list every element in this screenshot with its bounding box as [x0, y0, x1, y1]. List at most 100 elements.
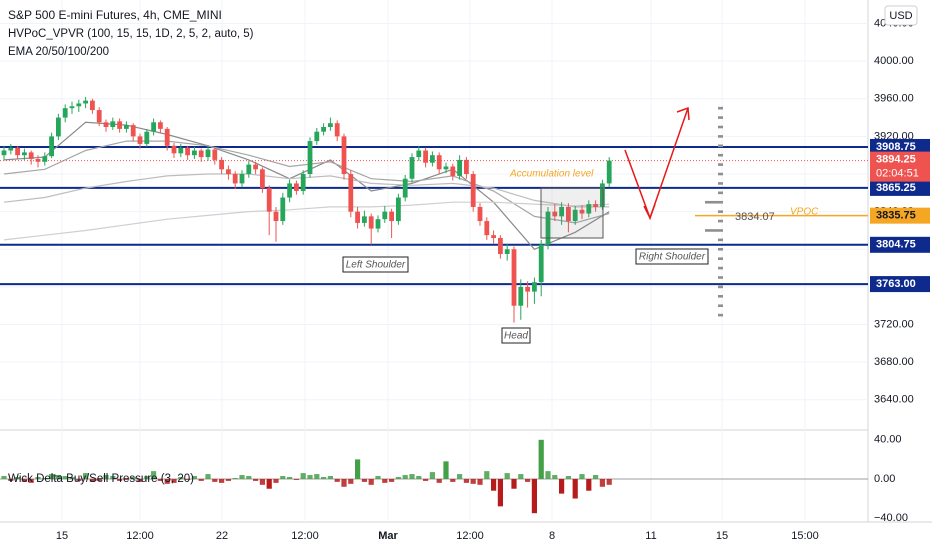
profile-bar: [718, 182, 723, 185]
candle-body: [198, 150, 204, 158]
x-tick-label: 12:00: [291, 530, 319, 542]
candle-body: [158, 122, 163, 129]
candle-body: [124, 125, 129, 129]
candle-body: [545, 211, 551, 245]
oscillator-bar: [253, 478, 259, 481]
candle-body: [484, 221, 490, 236]
y2-tick-label: 40.00: [874, 434, 902, 446]
candle-body: [498, 237, 503, 254]
level-label-box: [870, 276, 930, 293]
y-tick-label: 3640.00: [874, 394, 914, 406]
candle-body: [341, 136, 347, 175]
x-tick-label: 15: [716, 530, 728, 542]
oscillator-bar: [307, 475, 313, 479]
annotation-box: [635, 248, 709, 265]
vpoc-label: VPOC: [790, 206, 819, 217]
candle-body: [491, 235, 496, 238]
candle-body: [538, 244, 544, 283]
oscillator-bar: [525, 478, 531, 482]
oscillator-bar: [327, 476, 333, 479]
oscillator-bar: [314, 474, 320, 479]
profile-bar: [718, 172, 723, 176]
candle-body: [511, 249, 517, 306]
oscillator-bar: [151, 471, 157, 479]
x-tick-label: 15:00: [791, 530, 819, 542]
oscillator-bar: [355, 459, 361, 479]
candle-body: [239, 174, 245, 184]
candle-body: [559, 206, 564, 217]
currency[interactable]: USD: [889, 10, 912, 22]
oscillator-bar: [484, 471, 490, 479]
oscillator-bar: [586, 478, 592, 491]
candle-body: [457, 159, 462, 176]
candle-body: [314, 131, 320, 142]
oscillator-bar: [239, 475, 245, 479]
candle-body: [382, 211, 388, 220]
candle-body: [525, 286, 530, 292]
oscillator-bar: [96, 478, 102, 481]
level-label-box: [870, 179, 930, 196]
candle-body: [49, 136, 54, 157]
candle-body: [178, 147, 184, 154]
candle-body: [321, 126, 326, 132]
candle-body: [287, 183, 292, 198]
oscillator-bar: [191, 476, 197, 479]
oscillator-bar: [8, 478, 14, 481]
oscillator-bar: [293, 478, 299, 480]
profile-bar: [718, 135, 723, 138]
oscillator-bar: [470, 478, 476, 484]
grid: 3640.003680.003720.003760.003800.003840.…: [0, 0, 914, 542]
candle-body: [137, 136, 143, 144]
oscillator-bar: [103, 475, 109, 479]
candle-body: [464, 159, 469, 175]
candle-body: [1, 150, 7, 156]
oscillator-bar: [572, 478, 578, 499]
candle-body: [355, 211, 360, 223]
oscillator-bar: [443, 461, 449, 479]
candle-body: [566, 206, 571, 222]
oscillator-bar: [368, 478, 374, 485]
oscillator-bar: [123, 478, 129, 480]
oscillator-bar: [504, 473, 510, 479]
oscillator-bar: [511, 478, 517, 489]
candle-body: [260, 169, 265, 189]
profile-bar: [718, 144, 723, 148]
oscillator-bar: [69, 477, 75, 479]
candle-body: [205, 149, 211, 158]
oscillator-bar: [321, 477, 327, 479]
oscillator-bar: [28, 478, 34, 483]
candle-body: [103, 122, 109, 127]
oscillator-bar: [409, 474, 415, 479]
profile-bar: [718, 106, 723, 110]
candle-body: [300, 174, 306, 191]
indicator-label: HVPoC_VPVR (100, 15, 15, 1D, 2, 5, 2, au…: [8, 28, 254, 40]
x-tick-label: 12:00: [126, 530, 154, 542]
candle-body: [362, 216, 367, 223]
oscillator-bar: [450, 478, 456, 482]
oscillator-bar: [232, 477, 238, 479]
oscillator-bar: [565, 476, 571, 479]
candle-body: [450, 166, 456, 176]
annotation: Right Shoulder: [639, 252, 706, 263]
candle-body: [396, 197, 401, 222]
oscillator-bar: [15, 477, 21, 479]
oscillator-bar: [1, 476, 7, 479]
candle-body: [593, 204, 598, 207]
annotation-box: [501, 327, 531, 344]
profile-bar: [718, 295, 723, 298]
oscillator-bar: [266, 478, 272, 489]
candle-body: [477, 206, 483, 222]
chart-title: S&P 500 E-mini Futures, 4h, CME_MINI: [8, 8, 222, 22]
candle-body: [402, 178, 408, 198]
currency-button[interactable]: [884, 5, 918, 26]
price-labels: 3908.75 3865.25 3804.75 3763.00 3835.75 3894.…: [870, 138, 930, 293]
y2-tick-label: −40.00: [874, 512, 908, 524]
oscillator-bar: [334, 478, 340, 482]
level-label: 3804.75: [876, 239, 916, 251]
candle-body: [171, 145, 177, 154]
profile-bar: [718, 125, 723, 129]
oscillator-bar: [171, 478, 177, 483]
arrow-head: [676, 106, 690, 121]
candle-body: [532, 282, 537, 292]
